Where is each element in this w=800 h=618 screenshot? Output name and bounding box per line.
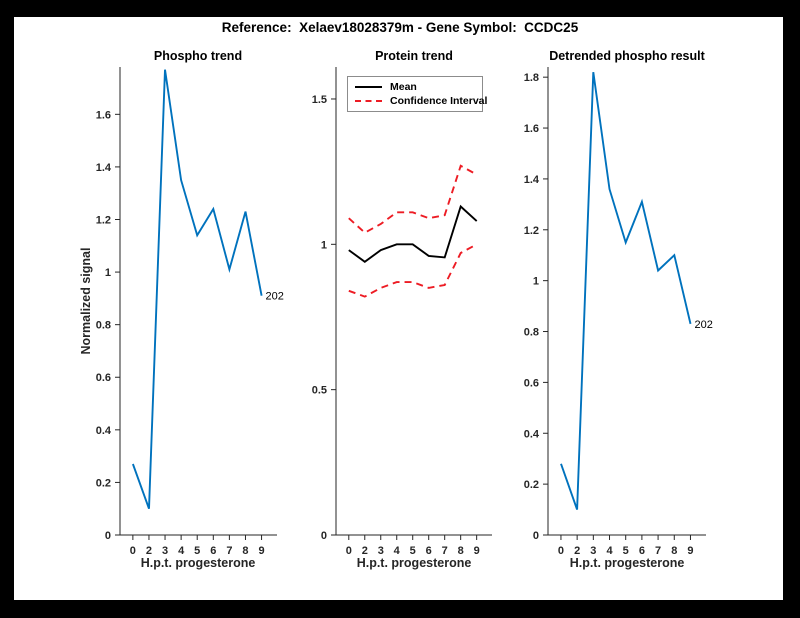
y-tick-label: 0.8 <box>96 320 111 332</box>
y-tick-label: 1 <box>321 239 327 251</box>
y-tick-label: 0.6 <box>96 372 111 384</box>
x-tick-label: 5 <box>410 545 416 557</box>
matlab-figure-background <box>14 17 783 600</box>
endpoint-label: 202 <box>266 291 284 303</box>
series-detrended-phospho <box>560 71 692 510</box>
x-tick-label: 5 <box>194 545 200 557</box>
y-tick-label: 0.4 <box>524 428 540 440</box>
legend-label-mean: Mean <box>390 81 417 93</box>
x-tick-label: 3 <box>378 545 384 557</box>
subplot1-title: Phospho trend <box>153 49 243 63</box>
y-tick-label: 0 <box>533 530 539 542</box>
x-tick-label: 5 <box>623 545 629 557</box>
legend-box: Mean Confidence Interval <box>347 76 487 112</box>
y-tick-label: 0.2 <box>96 477 111 489</box>
series-ci-lower <box>348 243 478 298</box>
x-tick-label: 8 <box>242 545 248 557</box>
x-tick-label: 8 <box>458 545 464 557</box>
x-tick-label: 9 <box>687 545 693 557</box>
x-tick-label: 3 <box>590 545 596 557</box>
y-tick-label: 0.6 <box>524 377 539 389</box>
x-tick-label: 6 <box>426 545 432 557</box>
x-tick-label: 2 <box>574 545 580 557</box>
x-tick-label: 0 <box>346 545 352 557</box>
x-tick-label: 6 <box>210 545 216 557</box>
x-tick-label: 4 <box>178 545 185 557</box>
legend-item-confidence-interval: Confidence Interval <box>355 94 487 108</box>
y-tick-label: 1.2 <box>96 214 111 226</box>
confidence-interval-line-sample-icon <box>355 100 382 102</box>
series-ci-upper <box>348 164 478 234</box>
y-tick-label: 1.4 <box>96 162 112 174</box>
y-tick-label: 1.6 <box>524 123 539 135</box>
x-tick-label: 2 <box>362 545 368 557</box>
endpoint-label: 202 <box>694 319 712 331</box>
y-tick-label: 0.4 <box>96 425 112 437</box>
y-tick-label: 0.5 <box>312 385 327 397</box>
subplot3-title: Detrended phospho result <box>549 49 705 63</box>
x-tick-label: 8 <box>671 545 677 557</box>
x-tick-label: 9 <box>258 545 264 557</box>
subplot2-xlabel: H.p.t. progesterone <box>356 556 472 570</box>
subplot-2-axes: 00.511.50 2 3 4 5 6 7 8 9 <box>312 67 492 557</box>
x-tick-label: 4 <box>606 545 613 557</box>
x-tick-label: 7 <box>442 545 448 557</box>
y-tick-label: 1 <box>105 267 111 279</box>
subplot2-title: Protein trend <box>375 49 453 63</box>
x-tick-label: 0 <box>558 545 564 557</box>
y-tick-label: 1 <box>533 276 539 288</box>
legend-item-mean: Mean <box>355 80 482 94</box>
y-tick-label: 0 <box>105 530 111 542</box>
y-tick-label: 1.4 <box>524 174 540 186</box>
subplot1-xlabel: H.p.t. progesterone <box>140 556 256 570</box>
x-tick-label: 0 <box>130 545 136 557</box>
y-tick-label: 0.2 <box>524 479 539 491</box>
y-tick-label: 0.8 <box>524 327 539 339</box>
x-tick-label: 6 <box>639 545 645 557</box>
x-tick-label: 9 <box>474 545 480 557</box>
subplot3-xlabel: H.p.t. progesterone <box>569 556 685 570</box>
x-tick-label: 7 <box>226 545 232 557</box>
legend-label-confidence-interval: Confidence Interval <box>390 95 488 107</box>
y-tick-label: 0 <box>321 530 327 542</box>
y-tick-label: 1.6 <box>96 109 111 121</box>
series-mean <box>348 204 478 263</box>
series-phospho <box>132 69 263 510</box>
subplot-3-axes: 00.20.40.60.811.21.41.61.80 2 3 4 5 6 7 8 9 <box>524 67 706 557</box>
y-tick-label: 1.5 <box>312 94 327 106</box>
mean-line-sample-icon <box>355 86 382 88</box>
x-tick-label: 3 <box>162 545 168 557</box>
y-tick-label: 1.2 <box>524 225 539 237</box>
subplot-1-axes: 00.20.40.60.811.21.41.60 2 3 4 5 6 7 8 9 <box>96 67 277 557</box>
figure-title: Reference: Xelaev18028379m - Gene Symbol… <box>221 20 579 35</box>
x-tick-label: 7 <box>655 545 661 557</box>
y-tick-label: 1.8 <box>524 72 539 84</box>
x-tick-label: 4 <box>394 545 401 557</box>
x-tick-label: 2 <box>146 545 152 557</box>
